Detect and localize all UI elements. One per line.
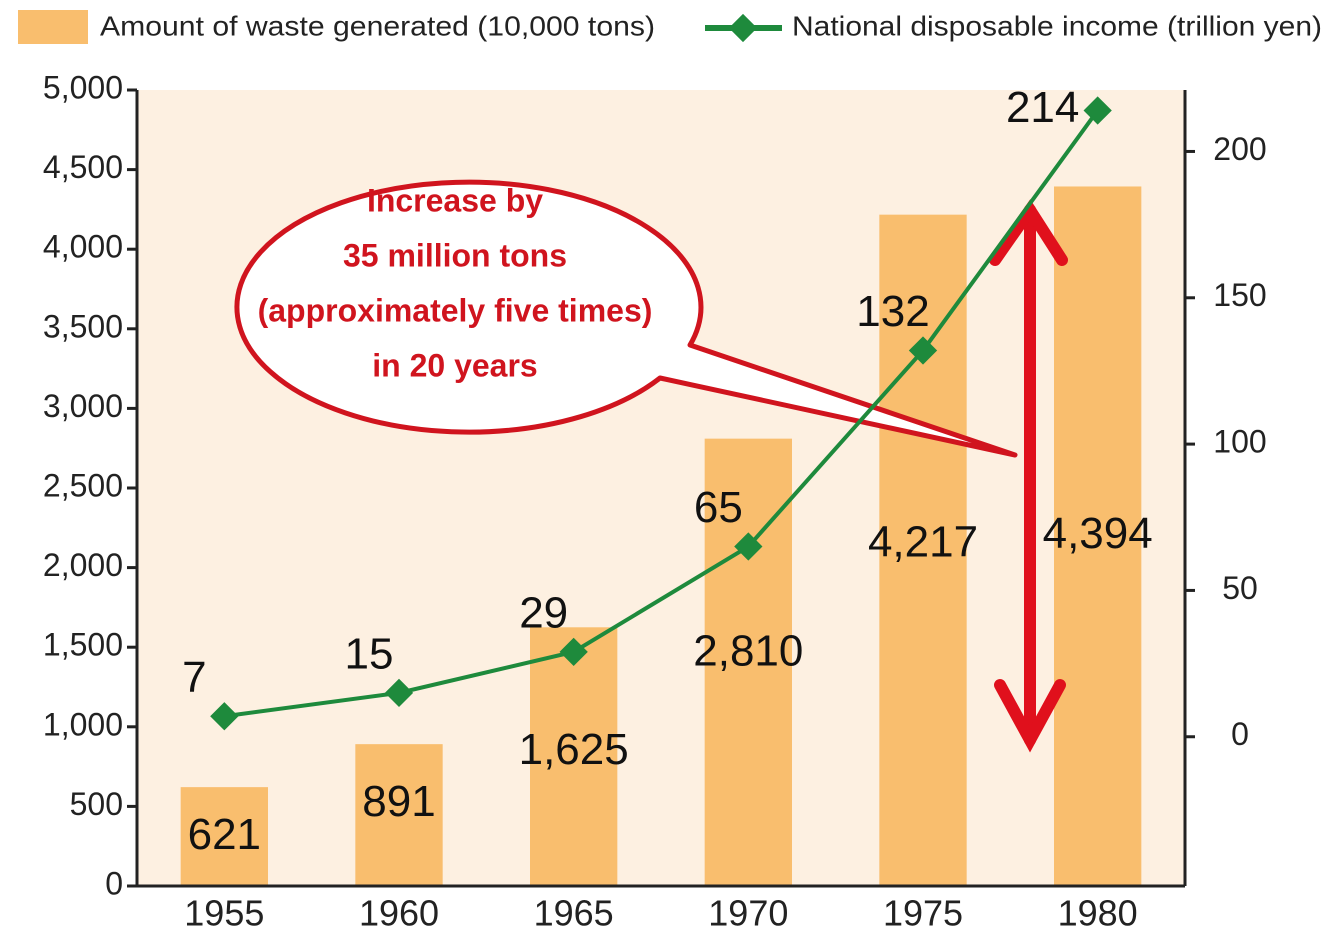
legend-label: Amount of waste generated (10,000 tons) xyxy=(100,10,655,41)
y2-tick-label: 150 xyxy=(1213,277,1266,313)
x-tick-label: 1970 xyxy=(708,893,788,931)
bar-value-label: 1,625 xyxy=(519,725,629,774)
line-value-label: 7 xyxy=(182,653,206,702)
y2-tick-label: 50 xyxy=(1222,570,1258,606)
bar xyxy=(180,787,268,886)
bar-value-label: 4,394 xyxy=(1043,509,1153,558)
y2-tick-label: 0 xyxy=(1231,716,1249,752)
line-point xyxy=(559,637,588,667)
y2-tick-label: 100 xyxy=(1213,424,1266,460)
x-tick-label: 1980 xyxy=(1058,893,1138,931)
y-tick-label: 500 xyxy=(70,786,123,822)
x-tick-label: 1955 xyxy=(184,893,264,931)
line xyxy=(224,109,1100,719)
annotation-line: 35 million tons xyxy=(343,237,567,273)
line-value-label: 65 xyxy=(694,483,743,532)
line-point xyxy=(1083,96,1112,125)
legend-label: National disposable income (trillion yen… xyxy=(792,10,1322,41)
annotation-line: (approximately five times) xyxy=(258,292,653,328)
annotation-line: Increase by xyxy=(367,182,543,218)
legend-swatch xyxy=(18,10,88,44)
bar-value-label: 4,217 xyxy=(868,517,978,566)
y-tick-label: 1,000 xyxy=(43,706,123,742)
line-point xyxy=(210,702,239,731)
bar xyxy=(530,627,618,886)
double-arrow xyxy=(989,199,1068,753)
bar-value-label: 891 xyxy=(362,777,435,826)
y2-tick-label: 200 xyxy=(1213,131,1266,167)
y-tick-label: 2,500 xyxy=(43,467,123,503)
line-value-label: 15 xyxy=(345,629,394,678)
y-tick-label: 1,500 xyxy=(43,627,123,663)
line-point xyxy=(734,532,763,561)
y-tick-label: 5,000 xyxy=(43,69,123,105)
y-tick-label: 4,500 xyxy=(43,149,123,185)
bar xyxy=(1054,186,1142,886)
y-tick-label: 0 xyxy=(105,865,123,901)
legend-marker xyxy=(728,13,758,43)
line-point xyxy=(908,336,938,365)
y-tick-label: 4,000 xyxy=(43,229,123,265)
callout xyxy=(234,179,1018,458)
y-tick-label: 2,000 xyxy=(43,547,123,583)
line-value-label: 214 xyxy=(1006,83,1079,132)
line-point xyxy=(384,678,414,707)
annotation-line: in 20 years xyxy=(372,347,537,383)
y-tick-label: 3,500 xyxy=(43,308,123,344)
bar-value-label: 621 xyxy=(188,810,261,859)
x-tick-label: 1960 xyxy=(359,893,439,931)
bar-value-label: 2,810 xyxy=(693,626,803,675)
x-tick-label: 1975 xyxy=(883,893,963,931)
x-tick-label: 1965 xyxy=(534,893,614,931)
bar xyxy=(879,214,967,887)
line-value-label: 29 xyxy=(519,589,568,638)
y-tick-label: 3,000 xyxy=(43,388,123,424)
bar xyxy=(355,744,443,886)
line-value-label: 132 xyxy=(856,287,929,336)
